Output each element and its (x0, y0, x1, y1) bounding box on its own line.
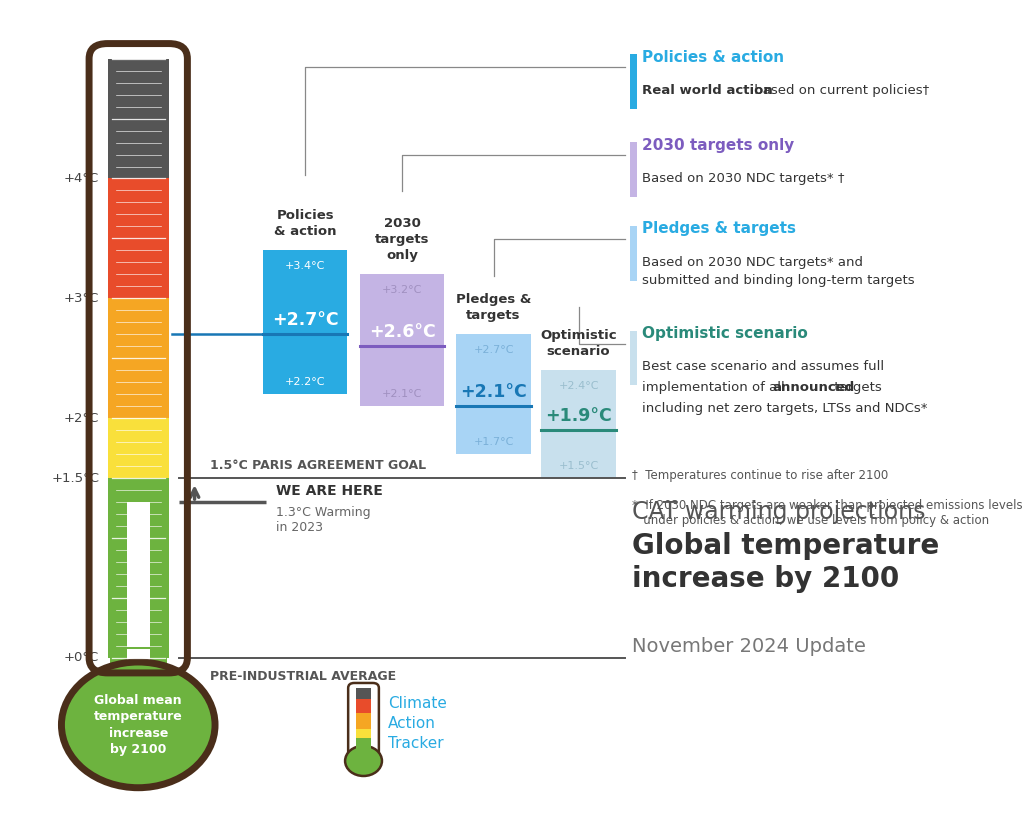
Bar (108, 59, 169, 178)
Text: +3°C: +3°C (63, 292, 99, 305)
Bar (110, 647, 167, 668)
Text: +2.7°C: +2.7°C (473, 345, 514, 355)
FancyBboxPatch shape (348, 683, 379, 764)
Text: 1.3°C Warming
in 2023: 1.3°C Warming in 2023 (276, 506, 371, 535)
Text: CAT warming projections: CAT warming projections (632, 499, 926, 524)
Text: +3.4°C: +3.4°C (285, 261, 326, 272)
Text: +2.4°C: +2.4°C (558, 381, 599, 391)
Bar (456, 334, 531, 454)
Text: Policies
& action: Policies & action (273, 209, 337, 238)
Bar (108, 478, 169, 658)
Text: Based on 2030 NDC targets* and: Based on 2030 NDC targets* and (642, 256, 863, 269)
Circle shape (345, 746, 382, 776)
Bar (108, 178, 169, 298)
Text: +2°C: +2°C (63, 411, 99, 425)
Bar (127, 502, 150, 662)
Bar (356, 729, 371, 738)
Text: +2.6°C: +2.6°C (369, 323, 436, 341)
Text: +2.1°C: +2.1°C (460, 383, 527, 401)
Text: Global mean
temperature
increase
by 2100: Global mean temperature increase by 2100 (94, 694, 182, 756)
Bar (630, 142, 637, 197)
Circle shape (61, 662, 215, 788)
Text: †  Temperatures continue to rise after 2100: † Temperatures continue to rise after 21… (632, 469, 888, 483)
Text: +1.5°C: +1.5°C (51, 472, 99, 484)
Bar (541, 370, 616, 478)
Text: Optimistic
scenario: Optimistic scenario (541, 328, 616, 358)
Bar (630, 331, 637, 385)
Text: +1.5°C: +1.5°C (558, 462, 599, 471)
Text: Pledges & targets: Pledges & targets (642, 221, 796, 236)
Text: November 2024 Update: November 2024 Update (632, 637, 865, 656)
Bar (356, 738, 371, 759)
Text: +0°C: +0°C (65, 651, 99, 665)
Text: Climate
Action
Tracker: Climate Action Tracker (388, 696, 446, 751)
Text: +1.9°C: +1.9°C (545, 407, 612, 425)
Bar (263, 251, 347, 394)
Bar (356, 688, 371, 699)
Text: 2030
targets
only: 2030 targets only (375, 217, 430, 261)
Bar (356, 699, 371, 713)
Text: implementation of all: implementation of all (642, 381, 790, 395)
Text: Policies & action: Policies & action (642, 49, 784, 65)
Text: +2.7°C: +2.7°C (271, 311, 339, 329)
Text: announced: announced (773, 381, 855, 395)
Text: Pledges &
targets: Pledges & targets (456, 292, 531, 322)
Text: +2.1°C: +2.1°C (382, 390, 423, 400)
Text: Best case scenario and assumes full: Best case scenario and assumes full (642, 360, 884, 374)
Text: +1.7°C: +1.7°C (473, 437, 514, 447)
Text: PRE-INDUSTRIAL AVERAGE: PRE-INDUSTRIAL AVERAGE (210, 670, 396, 684)
Text: Global temperature
increase by 2100: Global temperature increase by 2100 (632, 532, 939, 592)
Text: Optimistic scenario: Optimistic scenario (642, 326, 808, 341)
Text: 1.5°C PARIS AGREEMENT GOAL: 1.5°C PARIS AGREEMENT GOAL (210, 459, 426, 473)
Bar (630, 226, 637, 281)
Bar (356, 713, 371, 729)
Bar (108, 298, 169, 418)
Bar (630, 54, 637, 109)
Text: submitted and binding long-term targets: submitted and binding long-term targets (642, 274, 914, 287)
Text: including net zero targets, LTSs and NDCs*: including net zero targets, LTSs and NDC… (642, 402, 928, 416)
Text: targets: targets (829, 381, 882, 395)
Text: *  If 2030 NDC targets are weaker than projected emissions levels
   under polic: * If 2030 NDC targets are weaker than pr… (632, 499, 1022, 526)
Text: +2.2°C: +2.2°C (285, 377, 326, 387)
Text: +4°C: +4°C (65, 172, 99, 185)
Text: 2030 targets only: 2030 targets only (642, 137, 795, 153)
Text: Real world action: Real world action (642, 84, 773, 97)
Text: based on current policies†: based on current policies† (750, 84, 929, 97)
Text: Based on 2030 NDC targets* †: Based on 2030 NDC targets* † (642, 172, 845, 185)
Text: +3.2°C: +3.2°C (382, 285, 423, 295)
Bar (108, 418, 169, 478)
Bar (360, 274, 444, 406)
Bar (127, 649, 150, 666)
Bar (106, 651, 170, 660)
Text: WE ARE HERE: WE ARE HERE (276, 484, 383, 498)
